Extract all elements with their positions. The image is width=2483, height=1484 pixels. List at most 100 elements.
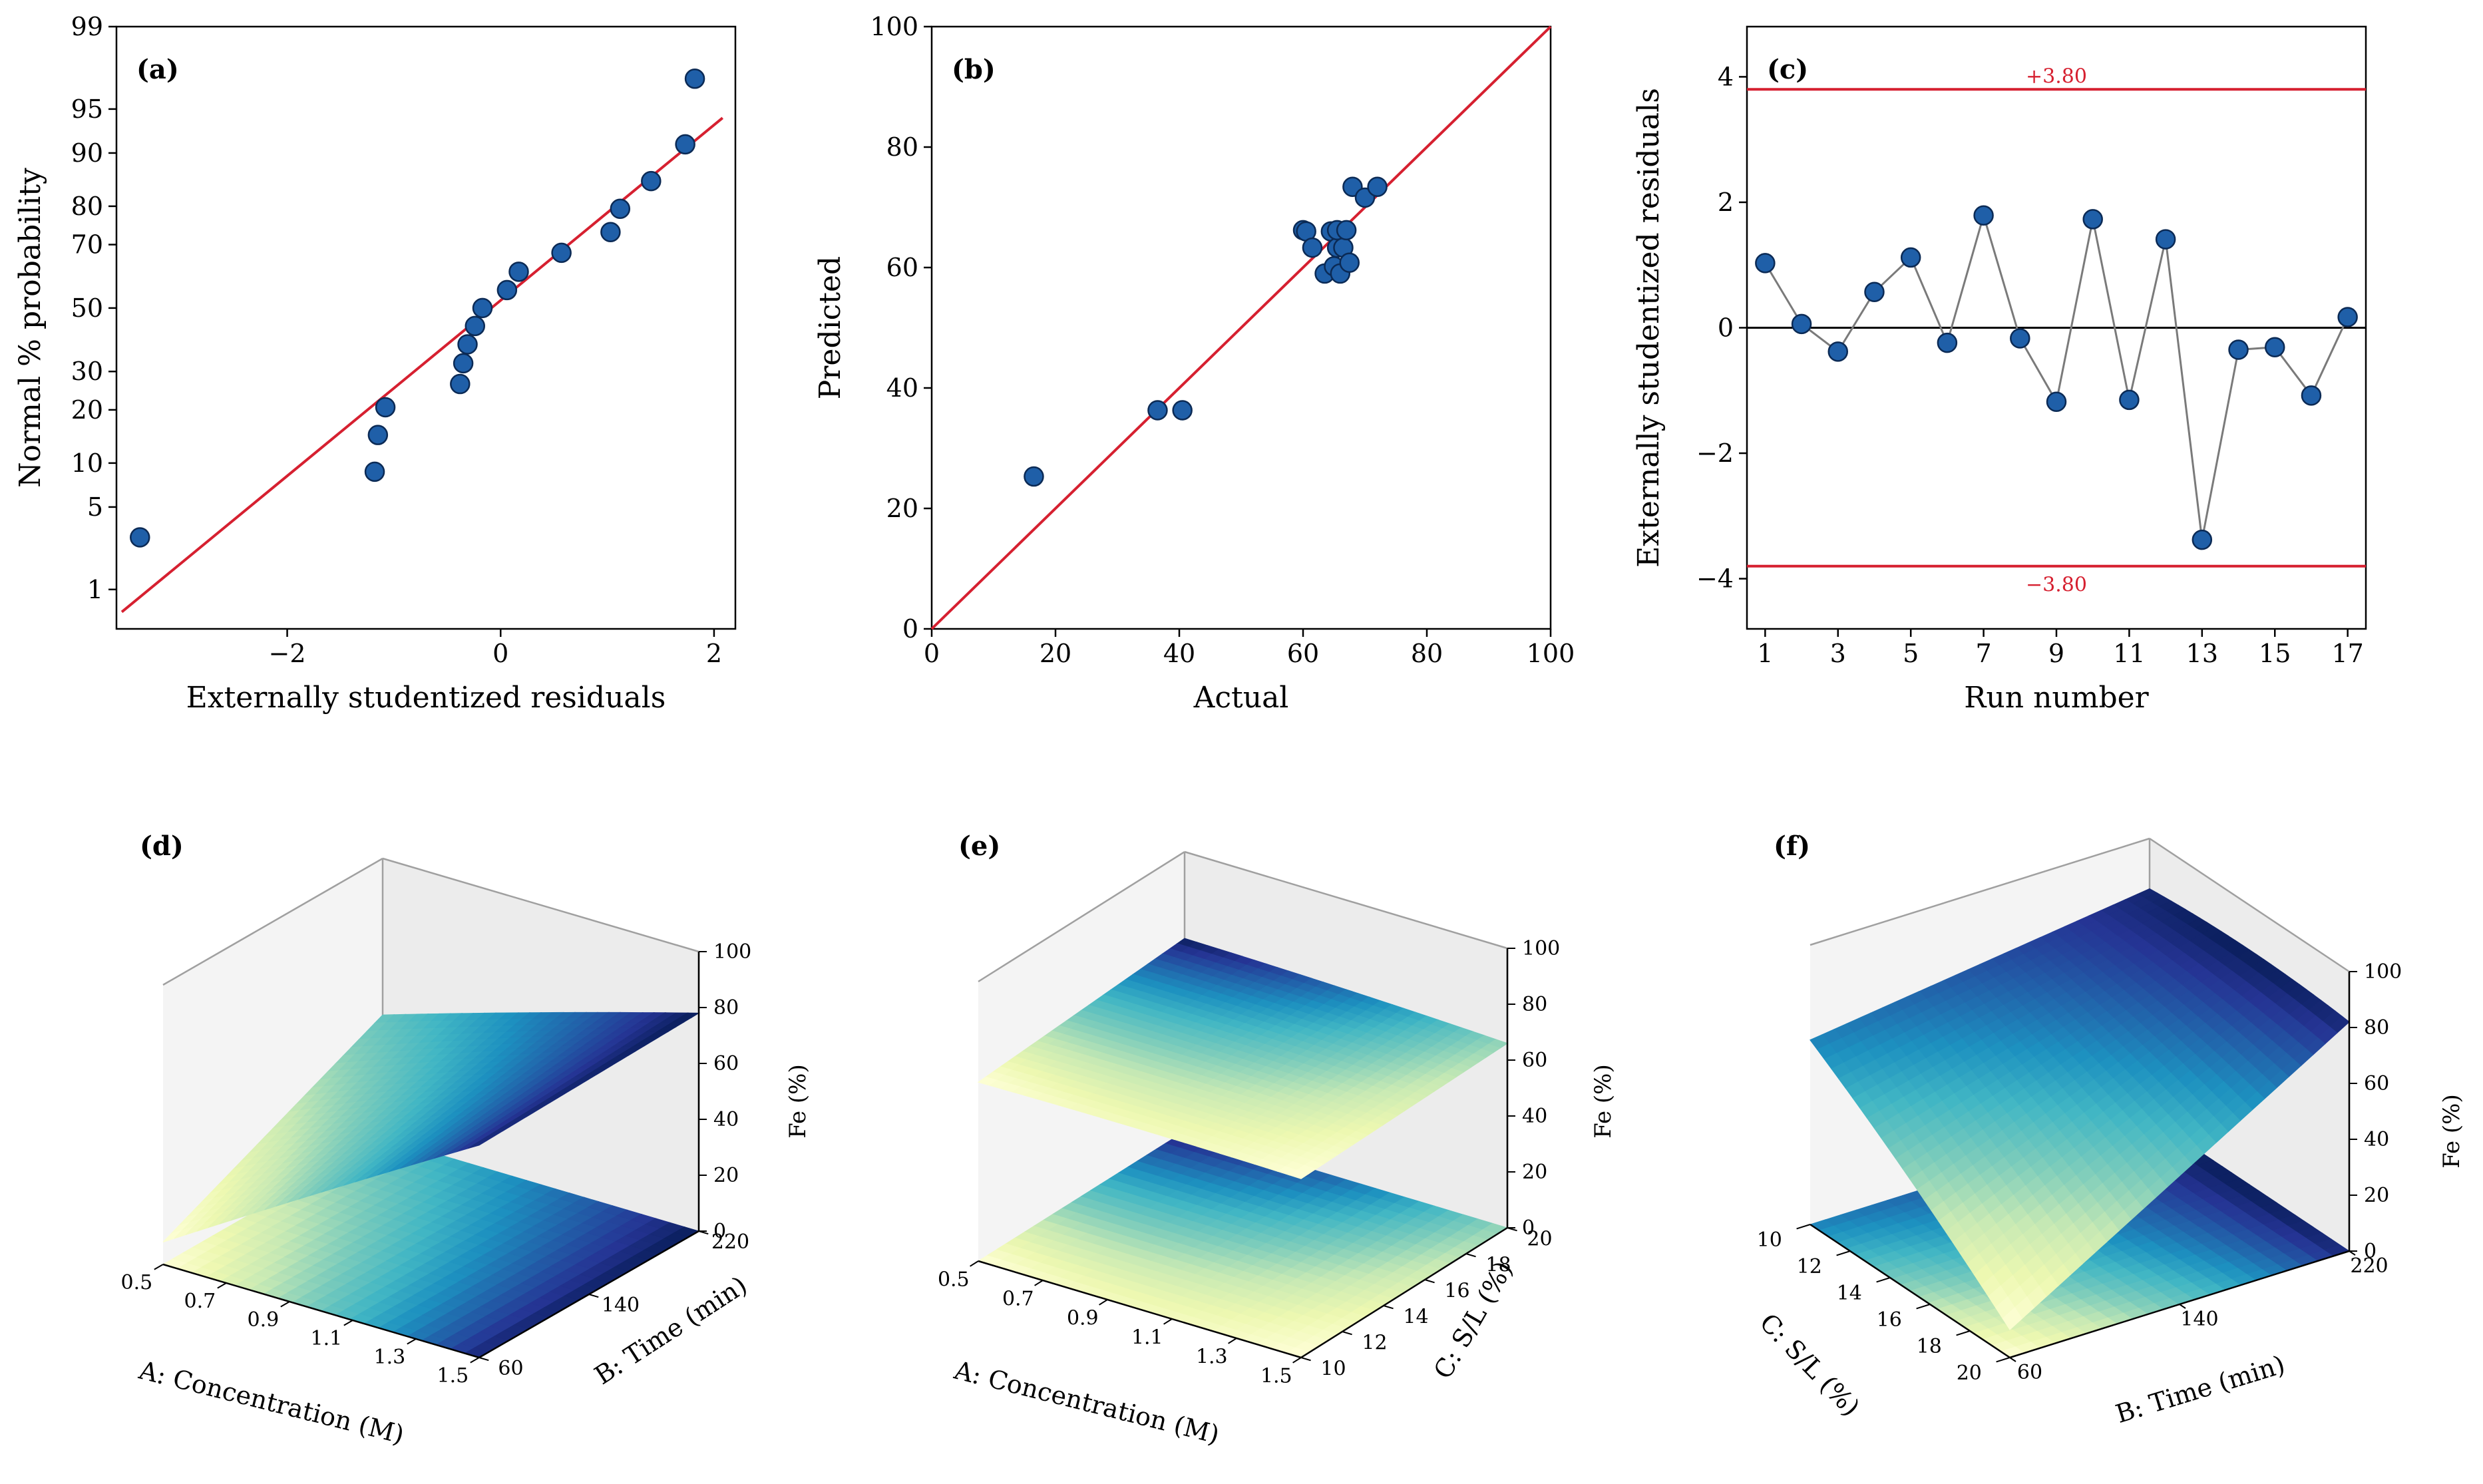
x-tick-label: 0.7 bbox=[1002, 1287, 1034, 1310]
x-axis-label: Actual bbox=[1193, 681, 1289, 715]
x-tick-label: 13 bbox=[2186, 639, 2218, 668]
x-tick bbox=[1796, 1224, 1811, 1230]
panel-e: 0.50.70.91.11.31.5 1012141618200204060801… bbox=[938, 831, 1617, 1449]
data-point bbox=[1900, 247, 1921, 268]
z-tick-label: 60 bbox=[713, 1052, 739, 1075]
data-point bbox=[551, 242, 572, 264]
x-tick bbox=[1163, 1318, 1173, 1325]
data-point bbox=[1336, 220, 1357, 241]
z-tick-label: 100 bbox=[1522, 937, 1560, 960]
y-tick-label: 40 bbox=[886, 373, 918, 403]
z-tick-label: 80 bbox=[2364, 1016, 2389, 1039]
y-axis-label: B: Time (min) bbox=[2112, 1350, 2289, 1429]
z-tick-label: 20 bbox=[2364, 1184, 2389, 1207]
x-tick bbox=[1034, 1280, 1044, 1286]
y-tick-label: 50 bbox=[71, 293, 103, 323]
y-tick-label: 70 bbox=[71, 230, 103, 260]
data-point bbox=[600, 222, 621, 242]
y-axis-label: Externally studentized residuals bbox=[1632, 88, 1666, 568]
x-tick bbox=[970, 1260, 979, 1267]
y-axis-label: B: Time (min) bbox=[590, 1270, 753, 1390]
z-tick-label: 0 bbox=[1522, 1216, 1535, 1240]
y-tick-label: 1 bbox=[87, 575, 103, 604]
x-tick-label: 10 bbox=[1757, 1228, 1782, 1252]
y-tick-label: 20 bbox=[1527, 1228, 1552, 1251]
z-axis-label: Fe (%) bbox=[2438, 1094, 2465, 1169]
x-tick-label: 1.1 bbox=[311, 1327, 343, 1350]
limit-label: −3.80 bbox=[2026, 574, 2087, 597]
x-tick bbox=[407, 1338, 417, 1345]
z-tick-label: 80 bbox=[713, 996, 739, 1020]
x-tick-label: 20 bbox=[1957, 1362, 1982, 1385]
y-tick-label: 18 bbox=[1485, 1254, 1511, 1277]
x-tick-label: 9 bbox=[2048, 639, 2064, 668]
x-tick bbox=[343, 1320, 353, 1326]
data-point bbox=[2155, 229, 2176, 250]
data-point bbox=[472, 297, 493, 319]
wall-edge bbox=[1810, 837, 2150, 946]
x-tick-label: 5 bbox=[1903, 639, 1919, 668]
x-tick-label: 1.5 bbox=[437, 1364, 469, 1388]
data-point bbox=[375, 397, 396, 418]
data-point bbox=[684, 69, 705, 89]
y-tick-label: 60 bbox=[886, 253, 918, 282]
y-tick-label: 100 bbox=[870, 12, 918, 41]
data-point bbox=[130, 527, 150, 548]
data-point bbox=[1973, 205, 1994, 226]
data-point bbox=[2082, 209, 2103, 230]
x-axis-label: C: S/L (%) bbox=[1754, 1308, 1865, 1421]
y-tick bbox=[1300, 1357, 1311, 1362]
data-point bbox=[2337, 307, 2358, 327]
x-tick bbox=[1099, 1299, 1108, 1306]
data-point bbox=[457, 334, 478, 355]
data-point bbox=[453, 353, 474, 374]
y-tick-label: 4 bbox=[1718, 62, 1734, 91]
x-tick-label: 0.5 bbox=[121, 1271, 153, 1294]
y-axis-label: Predicted bbox=[813, 256, 847, 399]
x-axis-line bbox=[162, 1263, 480, 1359]
y-tick-label: 220 bbox=[711, 1230, 749, 1254]
x-tick-label: 20 bbox=[1040, 639, 1071, 668]
x-tick bbox=[1228, 1338, 1237, 1344]
x-tick-label: 11 bbox=[2113, 639, 2145, 668]
x-tick-label: 100 bbox=[1527, 639, 1575, 668]
y-tick-label: 30 bbox=[71, 357, 103, 386]
x-tick-label: 2 bbox=[706, 639, 722, 668]
z-tick-label: 100 bbox=[713, 940, 751, 964]
y-tick bbox=[588, 1294, 599, 1298]
x-tick-label: 1 bbox=[1757, 639, 1773, 668]
x-tick-label: 3 bbox=[1830, 639, 1846, 668]
limit-label: +3.80 bbox=[2026, 65, 2087, 88]
y-tick-label: 0 bbox=[902, 614, 918, 644]
x-tick-label: 18 bbox=[1917, 1335, 1942, 1358]
data-point bbox=[1864, 281, 1885, 303]
x-tick-label: 0.9 bbox=[248, 1308, 280, 1332]
x-tick-label: 1.1 bbox=[1131, 1326, 1163, 1349]
data-point bbox=[2264, 337, 2285, 357]
y-tick-label: 12 bbox=[1362, 1332, 1387, 1355]
data-point bbox=[1339, 252, 1360, 274]
x-tick bbox=[1836, 1250, 1851, 1256]
y-axis-label: Normal % probability bbox=[13, 168, 47, 488]
x-tick-label: 40 bbox=[1163, 639, 1195, 668]
x-tick-label: 15 bbox=[2259, 639, 2291, 668]
z-tick-label: 80 bbox=[1522, 993, 1547, 1016]
wall-edge bbox=[162, 857, 383, 986]
y-tick bbox=[478, 1357, 489, 1362]
panel-letter: (a) bbox=[136, 54, 179, 85]
y-tick-label: 20 bbox=[886, 494, 918, 523]
x-tick-label: 1.3 bbox=[374, 1346, 406, 1369]
x-tick bbox=[1916, 1304, 1931, 1310]
x-tick-label: 16 bbox=[1877, 1308, 1902, 1332]
y-tick-label: 2 bbox=[1718, 188, 1734, 217]
x-axis-label: Run number bbox=[1964, 681, 2149, 715]
x-axis-label: A: Concentration (M) bbox=[136, 1355, 407, 1449]
x-tick bbox=[1956, 1330, 1971, 1336]
x-tick bbox=[1292, 1357, 1302, 1364]
data-point bbox=[2046, 391, 2067, 412]
y-tick-label: −4 bbox=[1696, 564, 1734, 594]
x-tick-label: 14 bbox=[1837, 1282, 1862, 1305]
y-tick-label: 10 bbox=[71, 449, 103, 478]
z-tick-label: 20 bbox=[713, 1164, 739, 1187]
